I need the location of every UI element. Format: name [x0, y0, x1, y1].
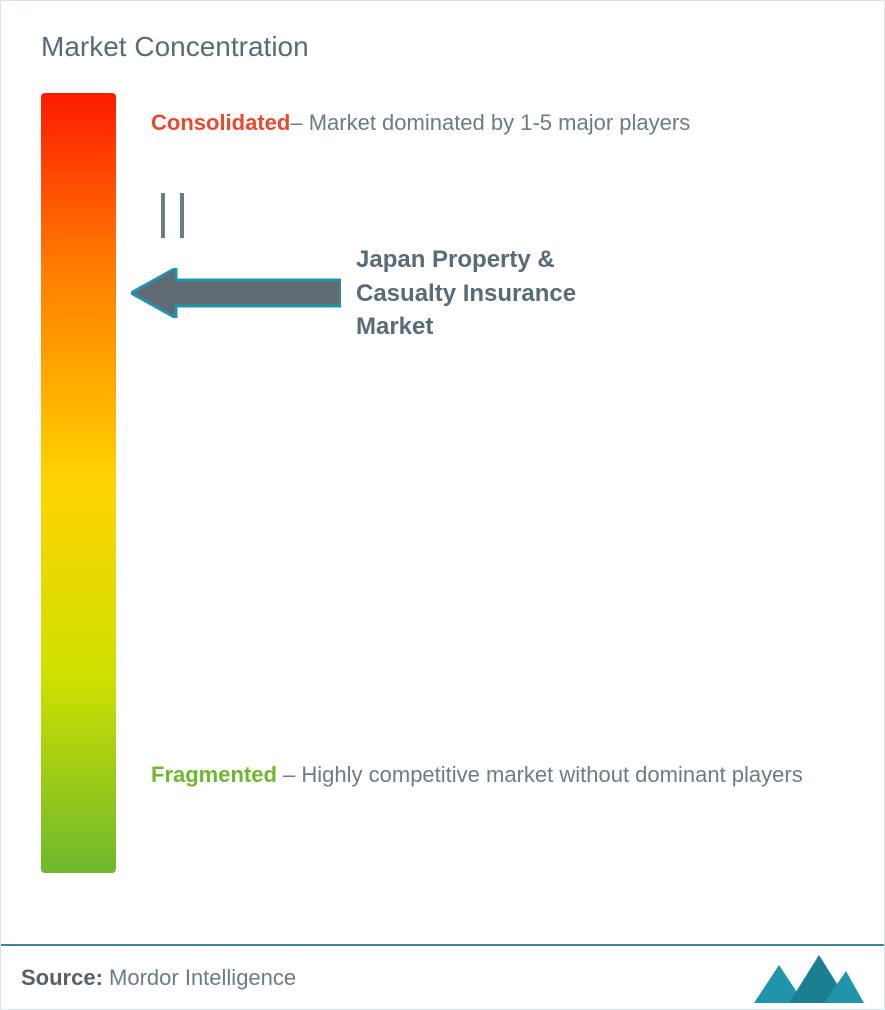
consolidated-label: Consolidated [151, 110, 290, 135]
mordor-logo-icon [754, 953, 864, 1003]
tick-mark [161, 193, 165, 238]
consolidated-description: – Market dominated by 1-5 major players [290, 110, 690, 135]
consolidated-label-block: Consolidated– Market dominated by 1-5 ma… [151, 103, 844, 143]
source-attribution: Source: Mordor Intelligence [21, 965, 296, 991]
fragmented-description: – Highly competitive market without domi… [277, 762, 803, 787]
source-label: Source: [21, 965, 103, 990]
page-title: Market Concentration [1, 1, 884, 73]
footer-bar: Source: Mordor Intelligence [1, 944, 884, 1009]
market-name-label: Japan Property & Casualty Insurance Mark… [356, 243, 616, 344]
market-pointer-section: Japan Property & Casualty Insurance Mark… [131, 243, 616, 344]
fragmented-label-block: Fragmented – Highly competitive market w… [151, 753, 844, 797]
concentration-gradient-bar [41, 93, 116, 873]
arrow-icon [131, 268, 341, 318]
source-value: Mordor Intelligence [103, 965, 296, 990]
tick-marks [161, 193, 184, 238]
content-area: Consolidated– Market dominated by 1-5 ma… [1, 73, 884, 903]
tick-mark [180, 193, 184, 238]
infographic-container: Market Concentration Consolidated– Marke… [0, 0, 885, 1010]
fragmented-label: Fragmented [151, 762, 277, 787]
